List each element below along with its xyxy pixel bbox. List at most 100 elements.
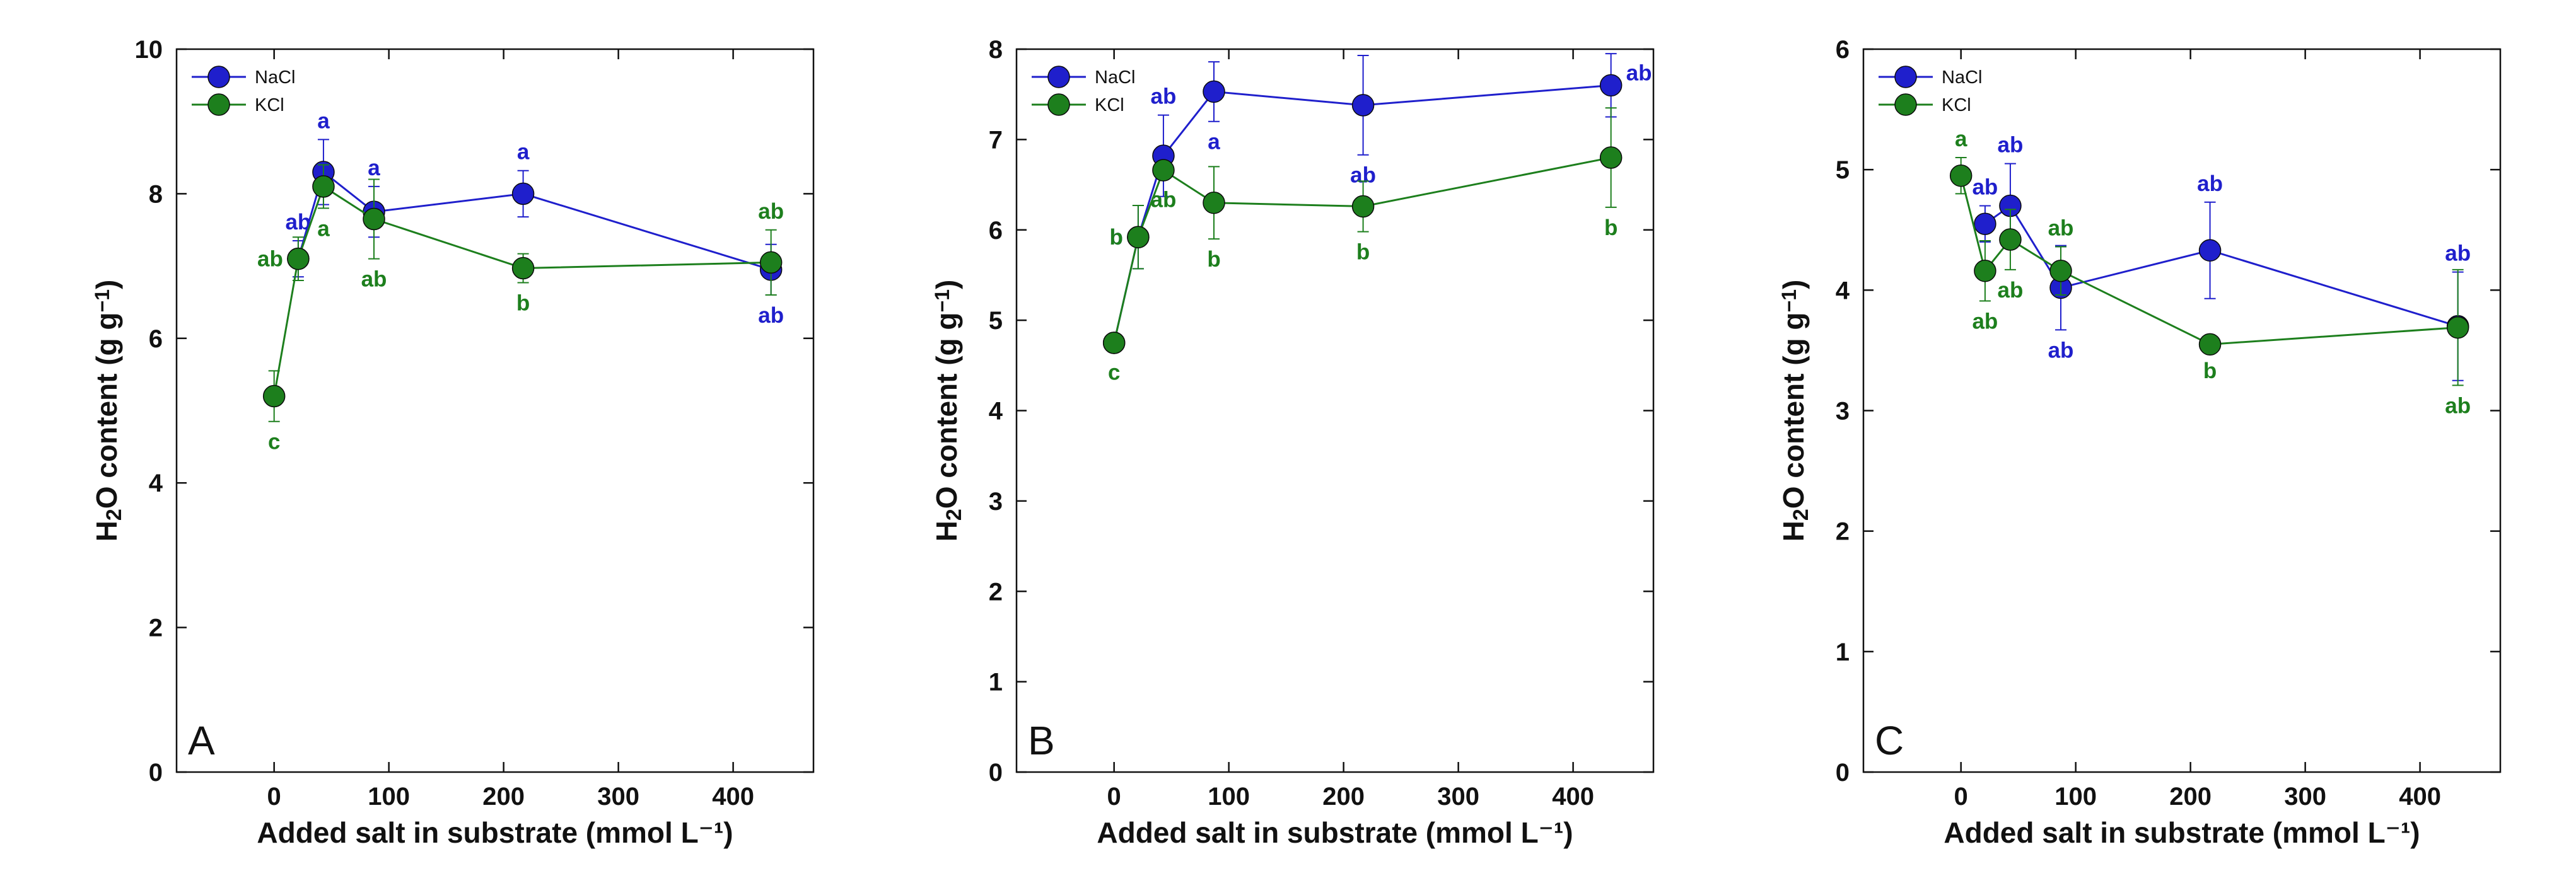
- x-tick-label: 400: [712, 783, 754, 811]
- y-tick-label: 6: [989, 217, 1003, 245]
- plot-frame: [1015, 48, 1655, 773]
- series-line: [1113, 156, 1611, 343]
- significance-label: ab: [285, 210, 311, 234]
- data-point: [1599, 74, 1623, 97]
- significance-label: b: [1110, 225, 1123, 250]
- data-point: [287, 247, 310, 270]
- data-point: [1599, 146, 1623, 169]
- series-line: [1960, 175, 2458, 345]
- x-tick-label: 100: [2054, 783, 2097, 811]
- significance-label: ab: [2445, 393, 2471, 418]
- x-axis-title: Added salt in substrate (mmol L⁻¹): [257, 816, 733, 849]
- legend-marker: [1047, 66, 1070, 88]
- legend-label: NaCl: [1942, 67, 1982, 88]
- y-axis-title: H2O content (g g−1): [930, 280, 966, 542]
- data-point: [262, 384, 286, 408]
- y-tick-label: 10: [135, 36, 163, 64]
- y-tick-label: 4: [989, 398, 1003, 425]
- significance-label: ab: [257, 247, 283, 272]
- y-tick-label: 8: [149, 180, 163, 208]
- y-tick-label: 5: [1836, 156, 1850, 184]
- legend-label: NaCl: [1095, 67, 1135, 88]
- data-point: [1351, 195, 1375, 218]
- panel-letter: B: [1028, 718, 1055, 763]
- significance-label: b: [1356, 240, 1370, 265]
- legend-label: NaCl: [255, 67, 295, 88]
- legend: NaCl KCl: [1879, 66, 1982, 116]
- series-kcl: c b ab b b b: [1102, 107, 1623, 384]
- y-tick-label: 8: [989, 36, 1003, 64]
- x-axis-title: Added salt in substrate (mmol L⁻¹): [1097, 816, 1573, 849]
- data-point: [1999, 228, 2022, 251]
- significance-label: b: [1604, 216, 1617, 240]
- significance-label: b: [1207, 247, 1220, 272]
- y-axis-title: H2O content (g g−1): [90, 280, 126, 542]
- significance-label: a: [368, 156, 380, 180]
- y-tick-label: 0: [149, 759, 163, 787]
- significance-label: ab: [2445, 241, 2471, 266]
- x-tick-label: 200: [482, 783, 525, 811]
- legend-marker: [1894, 66, 1917, 88]
- x-tick-label: 300: [1437, 783, 1479, 811]
- data-point: [2446, 316, 2469, 339]
- data-point: [1974, 212, 1996, 235]
- significance-label: ab: [1998, 133, 2024, 158]
- y-tick-label: 2: [989, 578, 1003, 606]
- y-tick-label: 6: [1836, 36, 1850, 64]
- x-tick-label: 400: [1552, 783, 1594, 811]
- significance-label: ab: [2048, 216, 2074, 241]
- significance-label: ab: [1972, 175, 1998, 200]
- x-tick-label: 0: [1107, 783, 1121, 811]
- x-tick-label: 200: [1322, 783, 1365, 811]
- legend-marker: [207, 93, 230, 116]
- data-point: [1203, 80, 1225, 103]
- x-axis-title: Added salt in substrate (mmol L⁻¹): [1944, 816, 2420, 849]
- significance-label: a: [317, 216, 330, 241]
- y-tick-label: 4: [149, 470, 163, 497]
- y-tick-label: 2: [1836, 518, 1850, 546]
- significance-label: ab: [2048, 338, 2074, 362]
- data-point: [1102, 332, 1126, 354]
- y-tick-label: 1: [989, 669, 1003, 696]
- legend-marker: [1894, 93, 1917, 116]
- significance-label: ab: [1151, 187, 1177, 212]
- legend: NaCl KCl: [1032, 66, 1135, 116]
- significance-label: a: [517, 140, 530, 164]
- significance-label: c: [1108, 360, 1120, 384]
- significance-label: ab: [758, 199, 784, 224]
- data-point: [312, 175, 335, 198]
- significance-label: c: [268, 430, 280, 454]
- y-tick-label: 7: [989, 126, 1003, 154]
- significance-label: ab: [1626, 61, 1652, 85]
- panel-b: 0 1 2 3 4 5 6 7 8 0 100 200 300 400 Added salt in subs…: [930, 36, 1655, 849]
- data-point: [2049, 259, 2072, 282]
- y-tick-label: 3: [989, 488, 1003, 516]
- legend-label: KCl: [1942, 95, 1971, 115]
- x-tick-label: 0: [267, 783, 281, 811]
- significance-label: ab: [1151, 84, 1177, 109]
- data-point: [511, 257, 535, 280]
- y-tick-label: 2: [149, 615, 163, 642]
- data-point: [1949, 164, 1973, 187]
- x-tick-label: 200: [2169, 783, 2212, 811]
- plot-frame: [175, 48, 815, 773]
- y-tick-label: 0: [989, 759, 1003, 787]
- y-tick-label: 4: [1836, 277, 1850, 304]
- data-point: [759, 251, 783, 274]
- legend: NaCl KCl: [192, 66, 295, 116]
- data-point: [2198, 239, 2222, 262]
- y-axis-title: H2O content (g g−1): [1777, 280, 1813, 542]
- data-point: [1974, 259, 1996, 282]
- significance-label: b: [516, 291, 530, 315]
- x-tick-label: 0: [1954, 783, 1968, 811]
- data-point: [511, 182, 535, 205]
- significance-label: a: [317, 108, 330, 133]
- x-tick-label: 100: [368, 783, 410, 811]
- legend-label: KCl: [1095, 95, 1124, 115]
- data-point: [363, 207, 385, 231]
- panel-letter: A: [188, 718, 215, 763]
